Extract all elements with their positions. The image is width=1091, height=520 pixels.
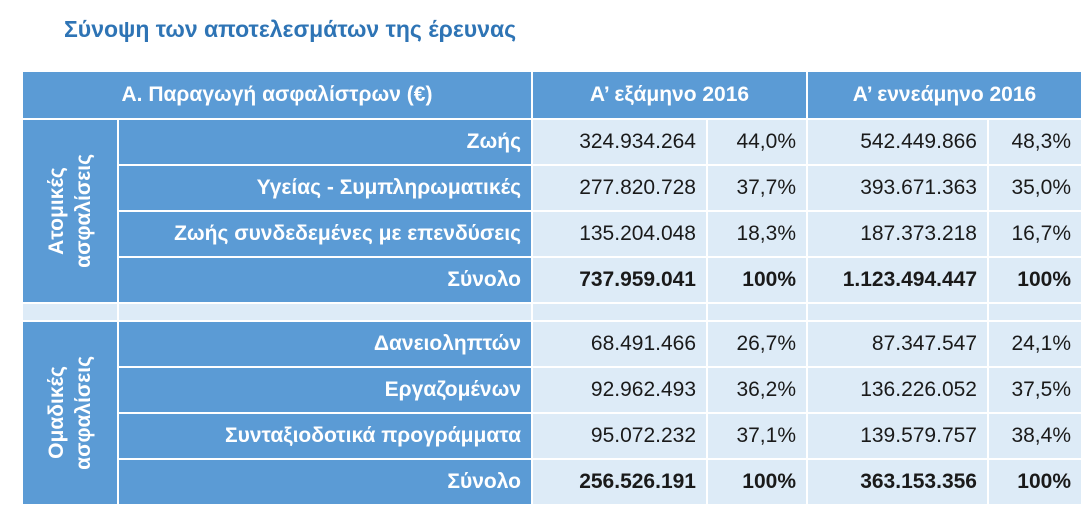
- percent-period-1: 100%: [706, 458, 808, 506]
- spacer-cell: [21, 302, 119, 322]
- value-period-2: 136.226.052: [806, 366, 989, 414]
- value-period-1: 92.962.493: [531, 366, 708, 414]
- group-label-individual: Ατομικές ασφαλίσεις: [21, 118, 119, 304]
- value-period-2: 187.373.218: [806, 210, 989, 258]
- table-header-row: Α. Παραγωγή ασφαλίστρων (€) Α’ εξάμηνο 2…: [21, 70, 1083, 120]
- value-period-1: 324.934.264: [531, 118, 708, 166]
- row-label: Υγείας - Συμπληρωματικές: [117, 164, 533, 212]
- percent-period-2: 24,1%: [987, 320, 1083, 368]
- value-period-1: 95.072.232: [531, 412, 708, 460]
- value-period-2: 363.153.356: [806, 458, 989, 506]
- total-row: Σύνολο 256.526.191 100% 363.153.356 100%: [22, 458, 1083, 506]
- header-period-2: Α’ εννεάμηνο 2016: [806, 70, 1083, 120]
- spacer-cell: [117, 302, 533, 322]
- group-name-line2: ασφαλίσεις: [72, 356, 95, 470]
- percent-period-1: 26,7%: [706, 320, 808, 368]
- percent-period-2: 38,4%: [987, 412, 1083, 460]
- value-period-2: 393.671.363: [806, 164, 989, 212]
- group-label-group: Ομαδικές ασφαλίσεις: [21, 320, 119, 506]
- page-title: Σύνοψη των αποτελεσμάτων της έρευνας: [64, 16, 517, 42]
- table-row: Υγείας - Συμπληρωματικές 277.820.728 37,…: [22, 164, 1083, 212]
- group-name-line2: ασφαλίσεις: [72, 154, 95, 268]
- table-row: Συνταξιοδοτικά προγράμματα 95.072.232 37…: [22, 412, 1083, 460]
- table-row: Ατομικές ασφαλίσεις Ζωής 324.934.264 44,0…: [21, 118, 1083, 304]
- group-name-line1: Ατομικές: [45, 167, 68, 255]
- percent-period-2: 35,0%: [987, 164, 1083, 212]
- table-row: Ομαδικές ασφαλίσεις Δανειοληπτών 68.491.4…: [21, 320, 1083, 506]
- table-row: Εργαζομένων 92.962.493 36,2% 136.226.052…: [22, 366, 1083, 414]
- percent-period-2: 100%: [987, 256, 1083, 304]
- row-label: Εργαζομένων: [117, 366, 533, 414]
- spacer-cell: [706, 302, 808, 322]
- row-label: Ζωής συνδεδεμένες με επενδύσεις: [117, 210, 533, 258]
- percent-period-2: 16,7%: [987, 210, 1083, 258]
- results-table: Α. Παραγωγή ασφαλίστρων (€) Α’ εξάμηνο 2…: [21, 70, 1083, 506]
- group-name-line1: Ομαδικές: [45, 366, 68, 460]
- percent-period-2: 37,5%: [987, 366, 1083, 414]
- value-period-2: 542.449.866: [806, 118, 989, 166]
- value-period-1: 256.526.191: [531, 458, 708, 506]
- value-period-2: 87.347.547: [806, 320, 989, 368]
- value-period-1: 277.820.728: [531, 164, 708, 212]
- value-period-1: 737.959.041: [531, 256, 708, 304]
- percent-period-2: 100%: [987, 458, 1083, 506]
- row-label: Ζωής: [117, 118, 533, 166]
- total-row: Σύνολο 737.959.041 100% 1.123.494.447 10…: [22, 256, 1083, 304]
- spacer-cell: [806, 302, 989, 322]
- percent-period-1: 37,1%: [706, 412, 808, 460]
- value-period-1: 135.204.048: [531, 210, 708, 258]
- percent-period-1: 44,0%: [706, 118, 808, 166]
- spacer-cell: [531, 302, 708, 322]
- spacer-cell: [987, 302, 1083, 322]
- header-label: Α. Παραγωγή ασφαλίστρων (€): [21, 70, 533, 120]
- value-period-2: 1.123.494.447: [806, 256, 989, 304]
- percent-period-1: 36,2%: [706, 366, 808, 414]
- percent-period-1: 18,3%: [706, 210, 808, 258]
- value-period-2: 139.579.757: [806, 412, 989, 460]
- row-label: Σύνολο: [117, 458, 533, 506]
- header-period-1: Α’ εξάμηνο 2016: [531, 70, 808, 120]
- percent-period-2: 48,3%: [987, 118, 1083, 166]
- percent-period-1: 37,7%: [706, 164, 808, 212]
- table-row: Ζωής συνδεδεμένες με επενδύσεις 135.204.…: [22, 210, 1083, 258]
- row-label: Συνταξιοδοτικά προγράμματα: [117, 412, 533, 460]
- row-label: Δανειοληπτών: [117, 320, 533, 368]
- percent-period-1: 100%: [706, 256, 808, 304]
- row-label: Σύνολο: [117, 256, 533, 304]
- spacer-row: [21, 302, 1083, 322]
- value-period-1: 68.491.466: [531, 320, 708, 368]
